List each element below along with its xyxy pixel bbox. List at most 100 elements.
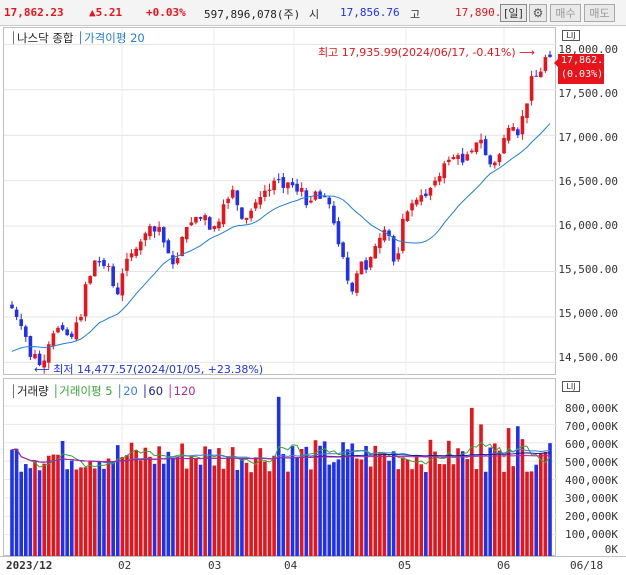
low-annotation-text: 최저 14,477.57(2024/01/05, +23.38%) <box>53 363 264 376</box>
volume-tick: 700,000K <box>565 420 618 433</box>
volume-bar <box>106 458 111 557</box>
volume-tick: 500,000K <box>565 456 618 469</box>
high-annotation-text: 최고 17,935.99(2024/06/17, -0.41%) <box>318 46 516 59</box>
candle-body <box>437 176 442 182</box>
candle-body <box>442 163 447 179</box>
volume-bar <box>534 464 539 557</box>
price-chart-panel[interactable]: │나스닥 종합 │가격이평 20 최고 17,935.99(2024/06/17… <box>3 27 557 377</box>
moving-average-line <box>11 123 551 352</box>
settings-gear-icon[interactable]: ⚙ <box>529 4 547 22</box>
candle-body <box>189 222 194 226</box>
volume-chart-panel[interactable]: │거래량 │거래이평 5 │20 │60 │120 <box>3 378 557 557</box>
candle-body <box>433 180 437 186</box>
price-tick: 18,000.00 <box>558 43 618 56</box>
volume-tick: 200,000K <box>565 510 618 523</box>
volume-bar <box>115 445 120 557</box>
candle-body <box>263 190 267 198</box>
volume-value: 597,896,078(주) <box>204 8 301 21</box>
candle-body <box>470 150 474 153</box>
candle-body <box>92 260 97 277</box>
candle-body <box>516 129 520 136</box>
candle-body <box>102 259 106 267</box>
candle-body <box>299 187 304 192</box>
candle-body <box>240 207 244 219</box>
candle-body <box>295 183 299 192</box>
candle-body <box>51 333 56 346</box>
candle-body <box>221 204 226 225</box>
price-plot[interactable] <box>4 28 557 376</box>
current-price-tag-value: 17,862.23 <box>561 55 616 66</box>
date-label: 02 <box>118 559 132 572</box>
period-button[interactable]: [일] <box>500 4 527 22</box>
volume-bar <box>290 446 295 557</box>
volume-bar <box>483 471 488 557</box>
candle-body <box>60 325 65 330</box>
volume-bar <box>295 457 299 557</box>
volume-bar <box>332 462 336 557</box>
volume-bar <box>493 443 497 557</box>
legend-marker: │ <box>141 384 149 398</box>
volume-bar <box>276 396 281 557</box>
candle-body <box>281 177 286 188</box>
candle-body <box>46 344 51 363</box>
date-label: 05 <box>398 559 412 572</box>
candle-body <box>483 139 488 156</box>
candle-body <box>83 284 88 317</box>
volume-bar <box>313 440 318 557</box>
volume-bar <box>502 471 506 557</box>
volume-bar <box>161 463 166 557</box>
volume-tick: 300,000K <box>565 492 618 505</box>
volume-ma-label: 거래이평 <box>59 384 102 398</box>
volume-bar <box>442 464 447 557</box>
candle-body <box>419 195 424 202</box>
candle-body <box>42 360 46 368</box>
volume-bar <box>14 448 19 557</box>
volume-bar <box>203 446 207 557</box>
candle-body <box>318 191 322 199</box>
candle-body <box>157 226 161 232</box>
volume-panel-corner-icon[interactable]: LIJ <box>562 381 580 392</box>
candle-body <box>364 260 368 270</box>
price-y-axis: 18,000.00 17,500.00 17,000.00 16,500.00 … <box>558 27 622 375</box>
volume-bar <box>23 464 28 557</box>
price-tick: 17,000.00 <box>558 131 618 144</box>
candle-body <box>525 103 529 118</box>
candle-body <box>207 217 212 230</box>
volume-plot[interactable] <box>4 379 557 557</box>
sell-button[interactable]: 매도 <box>584 4 615 22</box>
volume-bar <box>391 451 396 557</box>
volume-bar <box>405 459 410 557</box>
volume-bar <box>157 446 161 557</box>
last-price: 17,862.23 <box>4 6 64 19</box>
candle-body <box>359 261 364 275</box>
high-label: 고 <box>410 8 421 21</box>
candle-body <box>322 196 327 198</box>
buy-button[interactable]: 매수 <box>550 4 581 22</box>
volume-bar <box>230 447 235 557</box>
candle-body <box>465 154 470 161</box>
volume-bar <box>451 464 456 557</box>
volume-bar <box>56 454 60 557</box>
volume-bar <box>479 424 483 557</box>
volume-tick: 100,000K <box>565 528 618 541</box>
price-panel-corner-icon[interactable]: LIJ <box>562 30 580 41</box>
candle-body <box>447 159 451 163</box>
date-axis: 2023/12 02 03 04 05 06 06/18 <box>0 556 626 575</box>
volume-bar <box>396 469 401 557</box>
volume-bar <box>92 468 97 557</box>
volume-bar <box>345 449 350 557</box>
candle-body <box>79 316 83 321</box>
candle-body <box>341 242 345 257</box>
volume-bar <box>51 454 56 557</box>
volume-title: 거래량 <box>16 384 49 398</box>
volume-bar <box>516 426 520 557</box>
volume-bar <box>28 468 33 557</box>
volume-bar <box>350 443 355 557</box>
price-tick: 15,500.00 <box>558 263 618 276</box>
candle-body <box>217 221 221 229</box>
candle-body <box>488 155 493 165</box>
volume-bar <box>102 468 106 557</box>
volume-bar <box>460 451 465 557</box>
low-annotation: ⟵ 최저 14,477.57(2024/01/05, +23.38%) <box>34 361 263 377</box>
volume-bar <box>37 470 42 557</box>
